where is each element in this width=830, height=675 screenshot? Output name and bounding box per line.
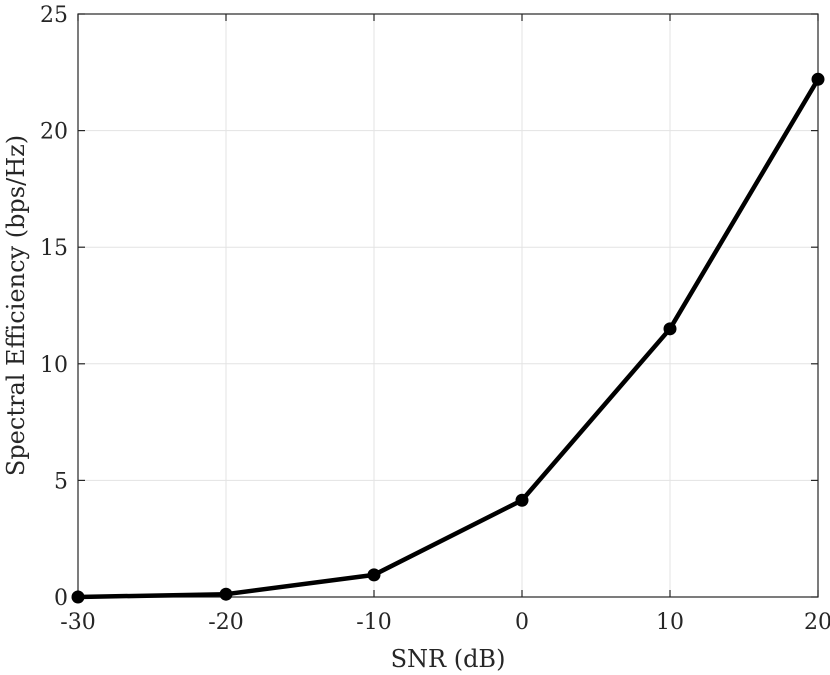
y-axis-label: Spectral Efficiency (bps/Hz): [2, 135, 30, 476]
x-tick-label: -30: [60, 610, 95, 635]
x-tick-label: 10: [656, 610, 684, 635]
series-line: [75, 77, 821, 600]
data-point: [219, 587, 233, 601]
grid: [78, 14, 818, 597]
y-tick-label: 0: [54, 586, 68, 611]
x-axis-label: SNR (dB): [391, 645, 506, 673]
data-point: [71, 590, 85, 604]
axis-ticks: -30 -20 -10 0 10 20 0 5 10 15 20 25: [40, 3, 830, 635]
y-tick-label: 20: [40, 120, 68, 145]
y-tick-label: 15: [40, 236, 68, 261]
y-tick-label: 10: [40, 353, 68, 378]
plot-frame: [77, 13, 819, 598]
x-tick-label: 0: [515, 610, 529, 635]
data-point: [663, 322, 677, 336]
x-tick-label: 20: [804, 610, 830, 635]
y-tick-label: 25: [40, 3, 68, 28]
data-point: [367, 568, 381, 582]
series-layer: [71, 72, 825, 604]
data-point: [811, 72, 825, 86]
x-tick-label: -20: [208, 610, 243, 635]
data-point: [515, 493, 529, 507]
y-tick-label: 5: [54, 469, 68, 494]
x-tick-label: -10: [356, 610, 391, 635]
